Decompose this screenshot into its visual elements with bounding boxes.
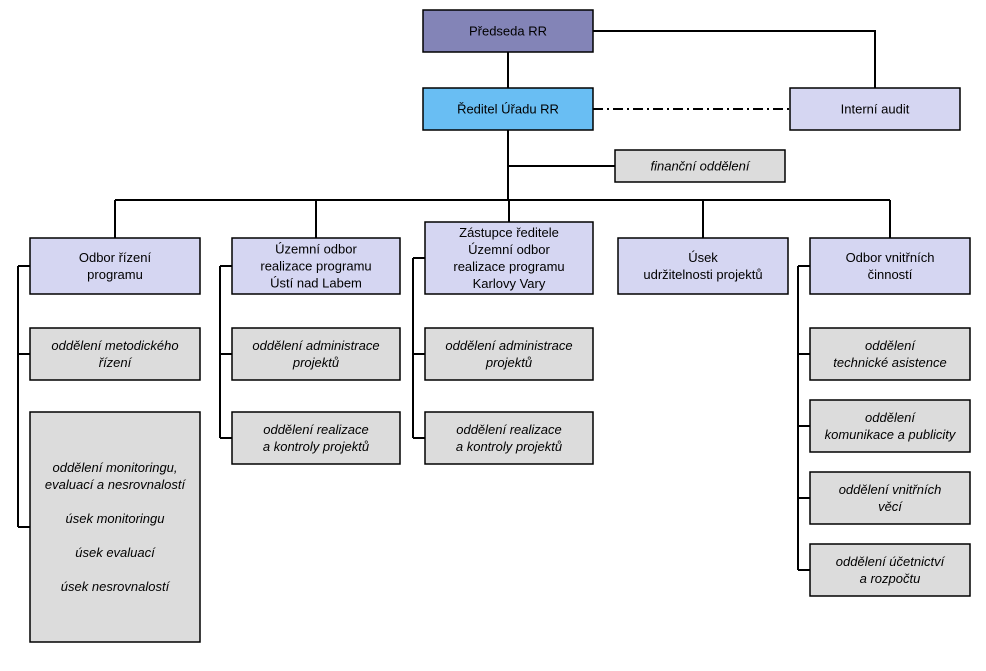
node-vn-tech: oddělení technické asistence [810, 328, 970, 380]
node-label-usti-real-line0: oddělení realizace [263, 422, 369, 437]
node-label-monitoring-line7: úsek nesrovnalostí [61, 579, 171, 594]
node-label-vn-tech-line0: oddělení [865, 338, 916, 353]
node-label-zastupce-kv-line1: Územní odbor [468, 242, 550, 257]
node-label-met-rizeni-line0: oddělení metodického [51, 338, 178, 353]
node-label-kv-real-line1: a kontroly projektů [456, 439, 562, 454]
node-label-reditel-line0: Ředitel Úřadu RR [457, 101, 559, 116]
node-usti-admin: oddělení administrace projektů [232, 328, 400, 380]
node-label-odbor-rizeni-line0: Odbor řízení [79, 250, 152, 265]
node-label-usti-real-line1: a kontroly projektů [263, 439, 369, 454]
node-uzemni-usti: Územní odbor realizace programu Ústí nad L… [232, 238, 400, 294]
node-audit: Interní audit [790, 88, 960, 130]
node-label-usek-udrz-line1: udržitelnosti projektů [643, 267, 762, 282]
org-chart: Předseda RR Ředitel Úřadu RR Interní audit… [0, 0, 986, 671]
node-kv-real: oddělení realizace a kontroly projektů [425, 412, 593, 464]
node-label-usti-admin-line0: oddělení administrace [252, 338, 379, 353]
node-label-predseda-line0: Předseda RR [469, 23, 547, 38]
node-rect-monitoring [30, 412, 200, 642]
node-label-uzemni-usti-line0: Územní odbor [275, 241, 357, 256]
node-kv-admin: oddělení administrace projektů [425, 328, 593, 380]
node-label-vn-kom-line0: oddělení [865, 410, 916, 425]
node-label-vn-kom-line1: komunikace a publicity [825, 427, 957, 442]
node-predseda: Předseda RR [423, 10, 593, 52]
node-label-kv-real-line0: oddělení realizace [456, 422, 562, 437]
node-label-zastupce-kv-line2: realizace programu [453, 259, 564, 274]
node-met-rizeni: oddělení metodického řízení [30, 328, 200, 380]
node-usek-udrz: Úsek udržitelnosti projektů [618, 238, 788, 294]
node-odbor-rizeni: Odbor řízení programu [30, 238, 200, 294]
node-label-met-rizeni-line1: řízení [99, 355, 133, 370]
node-label-zastupce-kv-line0: Zástupce ředitele [459, 225, 559, 240]
node-label-audit-line0: Interní audit [841, 101, 910, 116]
node-odbor-vnitr: Odbor vnitřních činností [810, 238, 970, 294]
node-label-usti-admin-line1: projektů [292, 355, 339, 370]
node-monitoring: oddělení monitoringu, evaluací a nesrovna… [30, 412, 200, 642]
node-reditel: Ředitel Úřadu RR [423, 88, 593, 130]
node-label-vn-ucet-line1: a rozpočtu [860, 571, 921, 586]
node-label-kv-admin-line0: oddělení administrace [445, 338, 572, 353]
node-label-monitoring-line3: úsek monitoringu [66, 511, 165, 526]
node-label-vn-veci-line1: věcí [878, 499, 903, 514]
node-label-vn-ucet-line0: oddělení účetnictví [836, 554, 946, 569]
node-label-odbor-vnitr-line0: Odbor vnitřních [846, 250, 935, 265]
node-label-uzemni-usti-line1: realizace programu [260, 258, 371, 273]
node-label-monitoring-line0: oddělení monitoringu, [52, 460, 177, 475]
node-vn-kom: oddělení komunikace a publicity [810, 400, 970, 452]
node-usti-real: oddělení realizace a kontroly projektů [232, 412, 400, 464]
node-vn-veci: oddělení vnitřních věcí [810, 472, 970, 524]
node-label-odbor-vnitr-line1: činností [868, 267, 913, 282]
node-label-usek-udrz-line0: Úsek [688, 250, 718, 265]
org-chart-svg: Předseda RR Ředitel Úřadu RR Interní audit… [0, 0, 986, 671]
node-label-financni-line0: finanční oddělení [650, 158, 750, 173]
node-label-vn-veci-line0: oddělení vnitřních [839, 482, 942, 497]
node-label-uzemni-usti-line2: Ústí nad Labem [270, 275, 362, 290]
node-label-monitoring-line5: úsek evaluací [75, 545, 156, 560]
node-label-odbor-rizeni-line1: programu [87, 267, 143, 282]
node-label-vn-tech-line1: technické asistence [833, 355, 946, 370]
node-zastupce-kv: Zástupce ředitele Územní odbor realizace p… [425, 222, 593, 294]
node-financni: finanční oddělení [615, 150, 785, 182]
node-vn-ucet: oddělení účetnictví a rozpočtu [810, 544, 970, 596]
node-label-zastupce-kv-line3: Karlovy Vary [473, 276, 546, 291]
edge-1 [593, 31, 875, 88]
node-label-monitoring-line1: evaluací a nesrovnalostí [45, 477, 187, 492]
node-label-kv-admin-line1: projektů [485, 355, 532, 370]
